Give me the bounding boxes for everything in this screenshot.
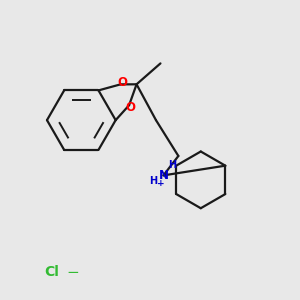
Text: O: O xyxy=(117,76,127,89)
Text: +: + xyxy=(157,179,164,188)
Text: −: − xyxy=(66,265,79,280)
Text: H: H xyxy=(168,160,176,170)
Text: H: H xyxy=(149,176,157,186)
Text: N: N xyxy=(158,169,168,182)
Text: O: O xyxy=(126,101,136,114)
Text: Cl: Cl xyxy=(44,266,59,279)
